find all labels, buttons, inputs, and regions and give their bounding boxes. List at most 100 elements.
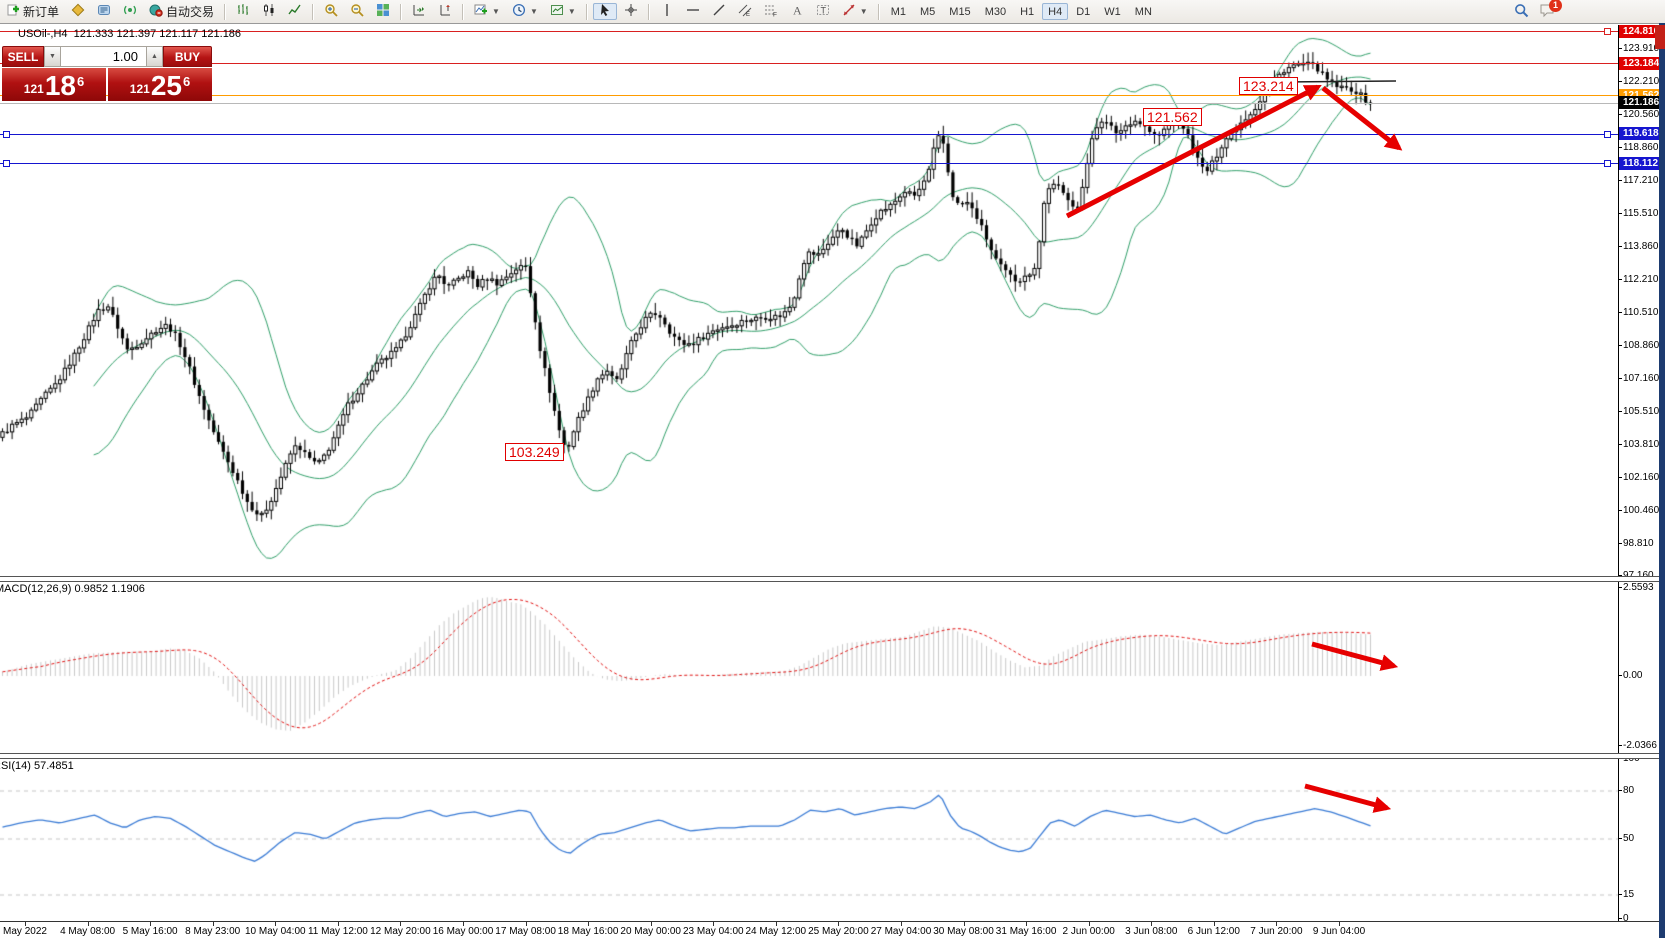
timeframe-h1[interactable]: H1 (1020, 5, 1035, 18)
timeframe-d1[interactable]: D1 (1076, 5, 1091, 18)
trendline-button[interactable] (707, 3, 731, 20)
profiles-button[interactable] (66, 3, 90, 20)
timeframe-w1[interactable]: W1 (1104, 5, 1121, 18)
horizontal-level-line[interactable] (0, 31, 1618, 32)
charts-icon (71, 3, 85, 20)
line-handle[interactable] (3, 160, 10, 168)
price-annotation-low[interactable]: 103.249 (505, 443, 564, 461)
time-label: 27 May 04:00 (870, 926, 932, 937)
current-price-line[interactable] (0, 102, 1618, 104)
rsi-panel[interactable]: RSI(14) 57.4851 (0, 758, 1618, 921)
periods-button[interactable]: ▼ (507, 3, 543, 20)
price-annotation-mid[interactable]: 121.562 (1143, 108, 1202, 126)
indicators-button[interactable]: ▼ (469, 3, 505, 20)
search-icon[interactable] (1514, 3, 1529, 21)
buy-price-button[interactable]: 121 25 6 (108, 68, 212, 101)
volume-increase-button[interactable]: ▲ (146, 46, 163, 67)
time-axis-tick (337, 922, 339, 926)
vertical-line-button[interactable] (655, 3, 679, 20)
time-label: 7 Jun 20:00 (1250, 926, 1303, 937)
text-label-button[interactable]: T (811, 3, 835, 20)
line-chart-button[interactable] (283, 3, 307, 20)
docked-panel-strip[interactable] (1659, 23, 1665, 938)
crosshair-button[interactable] (619, 3, 643, 20)
line-handle[interactable] (1604, 160, 1611, 168)
time-label: 17 May 08:00 (495, 926, 556, 937)
time-axis-tick (713, 922, 715, 926)
signals-icon (123, 3, 137, 20)
rsi-axis-tick: 0 (1619, 913, 1665, 925)
price-chart-panel[interactable]: USOil-,H4 121.333 121.397 121.117 121.18… (0, 25, 1618, 576)
tile-windows-button[interactable] (371, 3, 395, 20)
timeframe-m1[interactable]: M1 (890, 5, 906, 18)
rsi-canvas[interactable] (0, 758, 1618, 921)
market-watch-button[interactable] (92, 3, 116, 20)
price-axis: 123.910 122.210 120.560 118.860 117.210 115.5… (1618, 24, 1665, 924)
time-label: 2 Jun 00:00 (1062, 926, 1115, 937)
docked-panel-marker (1655, 25, 1665, 49)
buy-button[interactable]: BUY (163, 46, 212, 67)
arrows-tool-button[interactable]: ▼ (837, 3, 873, 20)
price-axis-tick: 122.210 (1619, 76, 1665, 88)
line-handle[interactable] (3, 130, 10, 138)
time-label: 18 May 16:00 (557, 926, 619, 937)
zoom-in-button[interactable] (319, 3, 343, 20)
equidistant-channel-button[interactable]: E (733, 3, 757, 20)
macd-canvas[interactable] (0, 581, 1618, 754)
toolbar-separator (400, 3, 403, 20)
price-axis-tick: 112.210 (1619, 274, 1665, 286)
timeframe-m5[interactable]: M5 (920, 5, 936, 18)
candle-chart-button[interactable] (257, 3, 281, 20)
zoom-out-icon (350, 3, 364, 20)
time-axis-tick (87, 922, 89, 926)
chart-shift-button[interactable] (433, 3, 457, 20)
tile-windows-icon (376, 3, 390, 20)
time-axis: May 2022 4 May 08:00 5 May 16:00 8 May 23:0… (0, 921, 1665, 938)
fibonacci-button[interactable]: F (759, 3, 783, 20)
macd-panel[interactable]: MACD(12,26,9) 0.9852 1.1906 (0, 581, 1618, 754)
chat-button[interactable]: 1 (1539, 0, 1562, 21)
autotrading-button[interactable]: 自动交易 (144, 3, 219, 20)
volume-input[interactable] (61, 46, 146, 67)
price-axis-tick: 120.560 (1619, 109, 1665, 121)
price-axis-tick: 97.160 (1619, 570, 1665, 582)
horizontal-level-line[interactable] (0, 163, 1618, 165)
line-handle[interactable] (1604, 130, 1611, 138)
horizontal-line-button[interactable] (681, 3, 705, 20)
chart-shift-icon (438, 3, 452, 20)
text-label-icon: T (816, 3, 830, 20)
horizontal-level-line[interactable] (0, 133, 1618, 135)
horizontal-level-line[interactable] (0, 95, 1618, 97)
timeframe-h4[interactable]: H4 (1042, 3, 1069, 20)
panel-splitter[interactable] (0, 753, 1665, 759)
signals-button[interactable] (118, 3, 142, 20)
horizontal-level-line[interactable] (0, 63, 1618, 65)
line-handle[interactable] (1604, 28, 1611, 35)
timeframe-m30[interactable]: M30 (984, 5, 1007, 18)
time-label: 24 May 12:00 (745, 926, 807, 937)
time-label: 12 May 20:00 (370, 926, 431, 937)
auto-scroll-button[interactable] (407, 3, 431, 20)
panel-splitter[interactable] (0, 576, 1665, 582)
price-axis-tick: 102.160 (1619, 472, 1665, 484)
new-order-button[interactable]: 新订单 (1, 3, 64, 20)
chart-title: USOil-,H4 121.333 121.397 121.117 121.18… (18, 28, 241, 40)
sell-button[interactable]: SELL (2, 46, 44, 67)
templates-button[interactable]: ▼ (545, 3, 581, 20)
zoom-out-button[interactable] (345, 3, 369, 20)
timeframe-m15[interactable]: M15 (949, 5, 971, 18)
candlestick-canvas[interactable] (0, 25, 1618, 576)
periods-icon (512, 3, 526, 20)
buy-price-fraction: 6 (182, 74, 191, 89)
volume-decrease-button[interactable]: ▼ (44, 46, 61, 67)
bar-chart-button[interactable] (231, 3, 255, 20)
sell-price-button[interactable]: 121 18 6 (2, 68, 106, 101)
cursor-button[interactable] (592, 3, 617, 20)
timeframe-mn[interactable]: MN (1134, 5, 1152, 18)
text-button[interactable]: A (785, 3, 809, 20)
toolbar-button-label: 自动交易 (166, 5, 215, 19)
price-axis-badge: 121.186 (1619, 96, 1665, 109)
price-annotation-high[interactable]: 123.214 (1239, 77, 1298, 95)
rsi-axis-tick: 15 (1619, 889, 1665, 901)
time-label: May 2022 (3, 926, 47, 937)
